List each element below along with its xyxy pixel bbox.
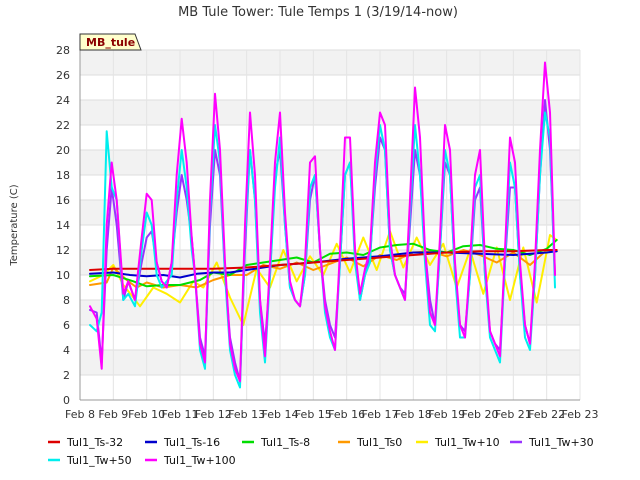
x-tick-label: Feb 8	[65, 408, 95, 421]
grid-band	[80, 75, 580, 100]
series-lines	[89, 61, 558, 389]
series-line-tul1-ts-8	[89, 239, 558, 288]
y-tick-label: 8	[63, 294, 70, 307]
grid-band	[80, 150, 580, 175]
y-tick-label: 18	[56, 169, 70, 182]
x-tick-label: Feb 11	[162, 408, 199, 421]
y-tick-label: 14	[56, 219, 70, 232]
x-tick-label: Feb 22	[528, 408, 565, 421]
legend: Tul1_Ts-32 Tul1_Ts-16 Tul1_Ts-8 Tul1_Ts0 Tul…	[48, 436, 594, 467]
y-tick-label: 2	[63, 369, 70, 382]
grid-band	[80, 100, 580, 125]
x-tick-label: Feb 9	[98, 408, 128, 421]
y-tick-label: 6	[63, 319, 70, 332]
series-line-tul1-ts-32	[89, 249, 558, 271]
x-tick-label: Feb 21	[495, 408, 532, 421]
legend-label: Tul1_Tw+50	[66, 454, 132, 467]
grid-band	[80, 50, 580, 75]
series-line-tul1-tw-100	[89, 61, 556, 383]
x-tick-label: Feb 20	[462, 408, 499, 421]
grid-band	[80, 125, 580, 150]
y-tick-label: 28	[56, 44, 70, 57]
x-tick-label: Feb 16	[328, 408, 365, 421]
grid-band	[80, 200, 580, 225]
legend-label: Tul1_Tw+30	[528, 436, 594, 449]
legend-label: Tul1_Ts-32	[66, 436, 123, 449]
x-tick-label: Feb 19	[428, 408, 465, 421]
y-tick-label: 16	[56, 194, 70, 207]
axes	[79, 50, 580, 401]
series-line-tul1-tw-10	[89, 230, 558, 326]
chart-title: MB Tule Tower: Tule Temps 1 (3/19/14-now…	[178, 5, 458, 20]
x-tick-label: Feb 17	[362, 408, 399, 421]
grid-band	[80, 375, 580, 400]
x-tick-label: Feb 12	[195, 408, 232, 421]
legend-label: Tul1_Tw+100	[163, 454, 236, 467]
x-tick-label: Feb 14	[262, 408, 299, 421]
x-tick-label: Feb 13	[228, 408, 265, 421]
legend-label: Tul1_Ts0	[356, 436, 402, 449]
series-line-tul1-ts0	[89, 249, 558, 289]
y-axis-title: Temperature (C)	[9, 184, 20, 266]
y-tick-label: 4	[63, 344, 70, 357]
x-tick-label: Feb 10	[128, 408, 165, 421]
y-tick-label: 24	[56, 94, 70, 107]
y-tick-label: 26	[56, 69, 70, 82]
x-tick-label: Feb 23	[562, 408, 599, 421]
y-tick-label: 12	[56, 244, 70, 257]
x-tick-label: Feb 18	[395, 408, 432, 421]
y-tick-label: 20	[56, 144, 70, 157]
legend-label: Tul1_Ts-8	[260, 436, 310, 449]
grid-band	[80, 175, 580, 200]
station-badge: MB_tule	[79, 33, 142, 51]
y-tick-label: 22	[56, 119, 70, 132]
y-tick-label: 0	[63, 394, 70, 407]
legend-label: Tul1_Ts-16	[163, 436, 220, 449]
station-badge-label: MB_tule	[86, 36, 135, 49]
series-line-tul1-ts-16	[89, 250, 558, 279]
grid-band	[80, 350, 580, 375]
grid-band	[80, 225, 580, 250]
y-tick-label: 10	[56, 269, 70, 282]
legend-label: Tul1_Tw+10	[434, 436, 500, 449]
x-tick-label: Feb 15	[295, 408, 332, 421]
